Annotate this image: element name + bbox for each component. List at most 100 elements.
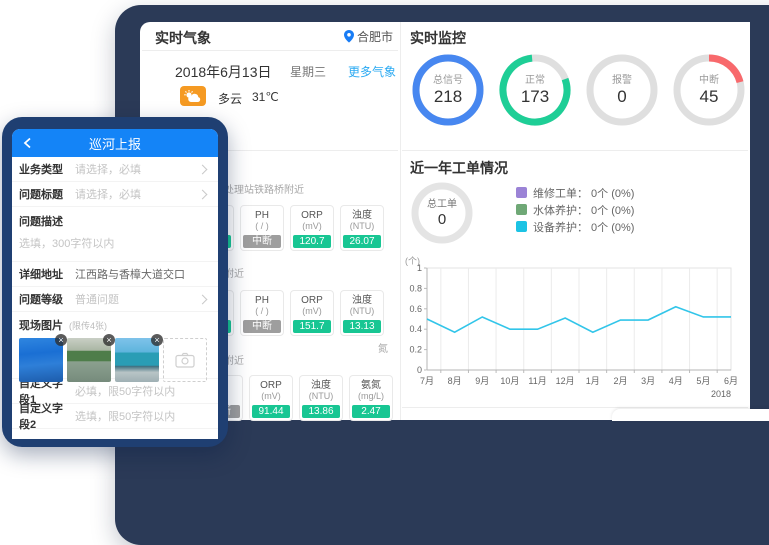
sensor-value-badge: 中断 (243, 320, 281, 333)
remove-photo-icon[interactable] (55, 334, 67, 346)
add-photo-button[interactable] (163, 338, 207, 382)
field-address[interactable]: 详细地址 江西路与香樟大道交口 (12, 262, 218, 287)
ring-label: 中断 (699, 74, 719, 86)
field-placeholder: 请选择，必填 (75, 189, 141, 201)
ring-value: 173 (520, 86, 550, 106)
left-section-divider (142, 150, 398, 151)
workorder-chart-area: (个) 0 0.2 0.4 0.6 0.8 1 7月 8月 9月 10月 11月 12月 1月 2月 3月 4月… (403, 254, 749, 407)
legend-text: 设备养护： 0个 (0%) (533, 221, 635, 234)
monitor-title: 实时监控 (410, 30, 466, 46)
sensor-value-badge: 2.47 (352, 405, 390, 418)
total-workorder-label: 总工单 (427, 198, 457, 210)
sensor-unit: (NTU) (308, 391, 334, 401)
photo-lake-promenade[interactable] (115, 334, 163, 382)
svg-text:0.8: 0.8 (409, 283, 422, 293)
sensor-card: PH( / ) 中断 (240, 205, 284, 251)
legend-text: 维修工单： 0个 (0%) (533, 187, 635, 200)
photo-waterside-trees[interactable] (67, 334, 115, 382)
legend-item: 设备养护： 0个 (0%) (516, 218, 634, 235)
station-name: 处理站铁路桥附近 (224, 185, 304, 196)
phone-screen: 巡河上报 业务类型 请选择，必填 问题标题 请选择，必填 问题描述 选填，300字符以内详… (12, 129, 218, 439)
weather-title: 实时气象 (155, 30, 211, 46)
field-custom-field-2[interactable]: 自定义字段2 选填，限50字符以内 (12, 403, 218, 431)
camera-icon (175, 352, 195, 368)
bottom-peek-card (612, 409, 769, 421)
sensor-card: 浊度 (NTU) 26.07 (340, 205, 384, 251)
monitor-ring-总信号: 总信号 218 (412, 54, 484, 126)
svg-text:11月: 11月 (528, 376, 546, 386)
right-bottom-divider (402, 407, 748, 408)
ring-label: 报警 (612, 74, 632, 86)
legend-swatch (516, 204, 527, 215)
weather-divider (142, 50, 398, 51)
field-issue-level[interactable]: 问题等级 普通问题 (12, 287, 218, 312)
sensor-unit: (mV) (302, 306, 322, 316)
sensor-value-badge: 91.44 (252, 405, 290, 418)
total-workorder-value: 0 (437, 210, 447, 228)
svg-text:4月: 4月 (669, 376, 683, 386)
svg-text:1月: 1月 (586, 376, 600, 386)
field-label: 自定义字段2 (19, 403, 63, 431)
svg-text:(个): (个) (405, 256, 420, 266)
monitor-ring-中断: 中断 45 (673, 54, 745, 126)
field-business-type[interactable]: 业务类型 请选择，必填 (12, 157, 218, 182)
photo-river-railing[interactable] (19, 334, 67, 382)
chevron-right-icon (197, 294, 208, 304)
sensor-label: 浊度 (352, 295, 372, 306)
more-weather-link[interactable]: 更多气象 (348, 65, 397, 79)
field-issue-title[interactable]: 问题标题 请选择，必填 (12, 182, 218, 207)
workorder-legend: 维修工单： 0个 (0%) 水体养护： 0个 (0%) 设备养护： 0个 (0%) (516, 184, 634, 235)
sensor-card: ORP (mV) 151.7 (290, 290, 334, 336)
field-placeholder: 必填，限50字符以内 (75, 386, 176, 398)
workorder-line-chart: (个) 0 0.2 0.4 0.6 0.8 1 7月 8月 9月 10月 11月 12月 1月 2月 3月 4月… (405, 256, 738, 399)
svg-text:1: 1 (417, 263, 422, 273)
legend-item: 维修工单： 0个 (0%) (516, 184, 634, 201)
field-issue-desc[interactable]: 问题描述 选填，300字符以内 (12, 207, 218, 262)
field-label: 问题标题 (19, 189, 63, 201)
sensor-label: ORP (260, 380, 282, 391)
sensor-value-badge: 13.86 (302, 405, 340, 418)
ring-label: 总信号 (433, 74, 463, 86)
monitor-ring-正常: 正常 173 (499, 54, 571, 126)
sensor-unit: (mV) (261, 391, 281, 401)
remove-photo-icon[interactable] (151, 334, 163, 346)
total-workorder-donut: 总工单 0 (409, 180, 475, 246)
legend-item: 水体养护： 0个 (0%) (516, 201, 634, 218)
photos-label-row: 现场图片 (限传4张) (19, 316, 206, 334)
svg-text:10月: 10月 (500, 376, 519, 386)
station-name: 氮 (378, 344, 388, 355)
patrol-report-form: 业务类型 请选择，必填 问题标题 请选择，必填 问题描述 选填，300字符以内 详细地址 江西… (12, 157, 218, 431)
phone-header: 巡河上报 (12, 129, 218, 157)
svg-text:7月: 7月 (420, 376, 434, 386)
svg-text:12月: 12月 (556, 376, 575, 386)
field-placeholder: 普通问题 (75, 294, 119, 306)
field-placeholder: 请选择，必填 (75, 164, 141, 176)
location-pin-icon (344, 30, 354, 43)
city-selector: 合肥市 (344, 28, 393, 45)
svg-text:0.6: 0.6 (409, 304, 422, 314)
sensor-label: 浊度 (352, 210, 372, 221)
sensor-label: PH (255, 210, 269, 221)
sensor-value-badge: 120.7 (293, 235, 331, 248)
back-icon[interactable] (21, 136, 35, 150)
field-placeholder: 选填，限50字符以内 (75, 411, 176, 423)
field-placeholder: 选填，300字符以内 (19, 238, 115, 250)
field-label: 业务类型 (19, 164, 63, 176)
weather-temperature: 31℃ (252, 90, 279, 104)
svg-text:2018: 2018 (711, 389, 731, 399)
svg-text:0.2: 0.2 (409, 345, 422, 355)
svg-text:0: 0 (417, 365, 422, 375)
svg-text:3月: 3月 (641, 376, 655, 386)
weather-weekday: 星期三 (290, 65, 327, 79)
sensor-card: 浊度 (NTU) 13.86 (299, 375, 343, 421)
remove-photo-icon[interactable] (103, 334, 115, 346)
sensor-label: ORP (301, 295, 323, 306)
sun-cloud-icon (180, 86, 206, 106)
sensor-value-badge: 中断 (243, 235, 281, 248)
field-label: 问题等级 (19, 294, 63, 306)
sensor-label: ORP (301, 210, 323, 221)
sensor-unit: ( / ) (255, 306, 269, 316)
sensor-card: ORP (mV) 91.44 (249, 375, 293, 421)
station-name: 附近 (224, 269, 244, 280)
ring-label: 正常 (525, 74, 545, 86)
